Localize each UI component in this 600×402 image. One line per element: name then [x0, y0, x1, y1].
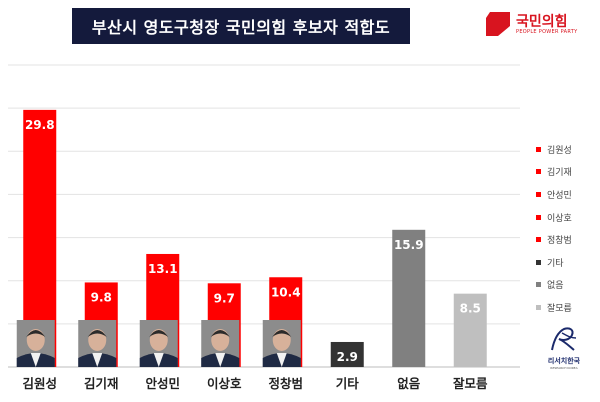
legend-swatch — [536, 146, 541, 152]
party-logo-english: PEOPLE POWER PARTY — [516, 29, 578, 35]
pollster-logo: 리서치한국 RESEARCH KOREA — [534, 326, 594, 370]
candidate-photo-2 — [78, 320, 117, 367]
party-logo: 국민의힘 PEOPLE POWER PARTY — [484, 10, 584, 40]
legend-item: 기타 — [536, 251, 572, 274]
x-tick-label-8: 잘모름 — [453, 376, 488, 391]
candidate-photo-1 — [16, 320, 55, 367]
data-label-7: 15.9 — [394, 238, 424, 252]
data-label-8: 8.5 — [460, 302, 481, 316]
legend-label: 이상호 — [547, 213, 572, 224]
legend-swatch — [536, 169, 541, 175]
x-tick-label-6: 기타 — [336, 376, 360, 391]
x-tick-label-5: 정창범 — [268, 376, 303, 391]
x-tick-label-3: 안성민 — [145, 376, 180, 391]
data-label-1: 29.8 — [25, 118, 55, 132]
candidate-photo-5 — [262, 320, 301, 367]
legend-swatch — [536, 282, 541, 288]
legend-item: 안성민 — [536, 183, 572, 206]
legend-swatch — [536, 259, 541, 265]
legend-item: 정창범 — [536, 228, 572, 251]
bar-6 — [330, 341, 364, 367]
candidate-photo-3 — [139, 320, 178, 367]
legend-item: 없음 — [536, 274, 572, 297]
bar-7 — [392, 229, 426, 367]
x-tick-label-7: 없음 — [397, 376, 421, 391]
data-label-2: 9.8 — [91, 290, 112, 304]
legend-swatch — [536, 237, 541, 243]
legend-label: 잘모름 — [547, 303, 572, 314]
legend-label: 없음 — [547, 281, 564, 292]
data-label-6: 2.9 — [337, 350, 358, 364]
legend-label: 김원성 — [547, 145, 572, 156]
legend-label: 기타 — [547, 258, 564, 269]
x-tick-label-1: 김원성 — [22, 376, 57, 391]
legend-item: 이상호 — [536, 206, 572, 229]
legend-swatch — [536, 191, 541, 197]
candidate-photo-4 — [201, 320, 240, 367]
pollster-logo-english: RESEARCH KOREA — [550, 366, 578, 370]
pollster-logo-name: 리서치한국 — [547, 357, 581, 365]
chart-title: 부산시 영도구청장 국민의힘 후보자 적합도 — [72, 8, 410, 44]
party-logo-name: 국민의힘 — [516, 14, 568, 30]
legend-label: 김기재 — [547, 168, 572, 179]
legend-label: 정창범 — [547, 236, 572, 247]
x-tick-label-4: 이상호 — [207, 376, 242, 391]
legend-item: 잘모름 — [536, 296, 572, 319]
legend-swatch — [536, 214, 541, 220]
data-label-5: 10.4 — [271, 285, 301, 299]
legend-item: 김원성 — [536, 138, 572, 161]
bar-8 — [453, 293, 487, 367]
data-label-3: 13.1 — [148, 262, 178, 276]
data-label-4: 9.7 — [214, 291, 235, 305]
x-tick-label-2: 김기재 — [84, 376, 119, 391]
pollster-logo-icon — [551, 327, 577, 351]
legend-swatch — [536, 304, 541, 310]
party-logo-mark-icon — [486, 12, 510, 36]
legend-item: 김기재 — [536, 161, 572, 184]
legend-label: 안성민 — [547, 190, 572, 201]
